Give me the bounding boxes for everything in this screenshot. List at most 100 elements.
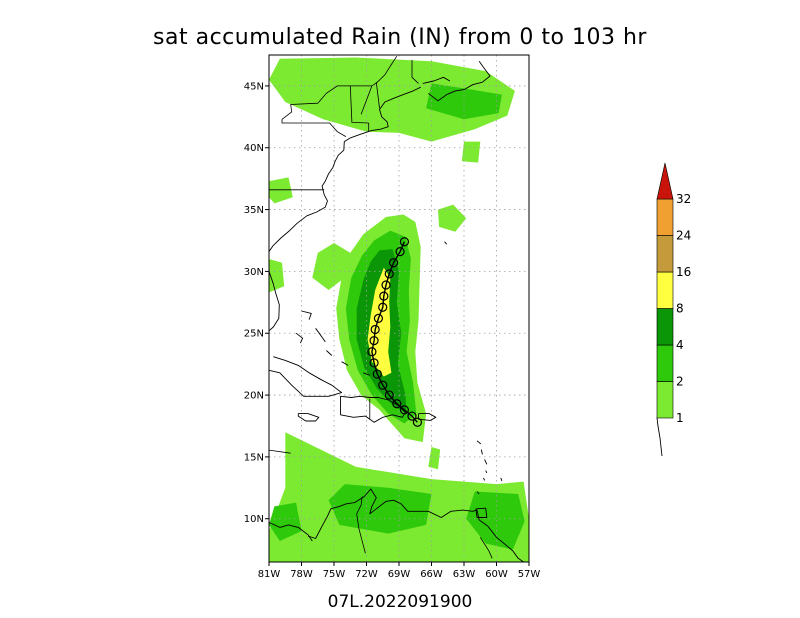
coastline	[475, 507, 488, 518]
coastline	[340, 395, 406, 423]
rain-region-15	[428, 447, 441, 470]
track-point	[379, 291, 389, 301]
coastline	[476, 440, 482, 445]
y-tick-label: 30N	[244, 267, 264, 278]
track-point	[367, 347, 377, 357]
colorbar-label: 1	[676, 411, 684, 425]
track-point	[381, 280, 391, 290]
track-point	[384, 390, 394, 400]
border-line	[356, 496, 366, 554]
x-axis-ticks: 81W 78W 75W 72W 69W 66W 63W 60W 57W	[258, 562, 541, 580]
x-tick-label: 75W	[323, 569, 346, 580]
y-tick-label: 20N	[244, 391, 264, 402]
coastline	[363, 372, 370, 376]
coastline	[444, 241, 448, 245]
track-point	[395, 247, 405, 257]
coastline	[341, 361, 349, 366]
coastline	[484, 459, 488, 465]
track-line	[371, 241, 418, 423]
track-point	[384, 269, 394, 279]
x-tick-label: 78W	[290, 569, 313, 580]
y-tick-label: 10N	[244, 514, 264, 525]
colorbar-label: 24	[676, 229, 691, 243]
y-tick-label: 25N	[244, 329, 264, 340]
rain-region-14	[269, 177, 293, 204]
x-tick-label: 66W	[420, 569, 443, 580]
coastline	[295, 332, 304, 344]
colorbar-label: 2	[676, 375, 684, 389]
y-tick-label: 35N	[244, 205, 264, 216]
colorbar-swatch	[656, 235, 674, 273]
coastline	[326, 350, 333, 356]
track-point	[392, 399, 402, 409]
y-tick-label: 45N	[244, 81, 264, 92]
coastline	[500, 477, 503, 482]
colorbar-label: 32	[676, 192, 691, 206]
coastline	[485, 470, 488, 474]
coastline	[301, 310, 312, 320]
colorbar-swatch	[656, 271, 674, 309]
border-line	[281, 55, 398, 120]
coastline	[269, 271, 280, 332]
lat-lon-grid	[269, 55, 529, 562]
coastlines	[269, 60, 524, 562]
coastline	[483, 477, 486, 481]
colorbar-swatch	[656, 198, 674, 236]
coastline	[269, 356, 343, 397]
border-line	[349, 85, 369, 124]
colorbar-swatch	[656, 381, 674, 419]
colorbar-tail	[656, 417, 663, 457]
track-point	[388, 258, 399, 268]
border-line	[360, 85, 373, 115]
x-tick-label: 72W	[355, 569, 378, 580]
x-tick-label: 57W	[518, 569, 541, 580]
colorbar-swatch	[656, 308, 674, 346]
run-identifier: 07L.2022091900	[328, 592, 473, 612]
rain-region-6	[466, 491, 525, 550]
track-point	[369, 336, 379, 346]
coastline	[476, 491, 480, 495]
border-line	[479, 537, 493, 559]
coastline	[307, 488, 524, 562]
track-point	[378, 302, 388, 312]
border-line	[281, 119, 347, 137]
track-point	[399, 237, 410, 247]
rain-region-13	[438, 204, 467, 232]
track-point	[370, 324, 380, 335]
rain-region-5	[328, 484, 432, 534]
colorbar-label: 16	[676, 265, 691, 279]
coastline	[315, 328, 326, 343]
rain-region-11	[269, 259, 285, 293]
storm-track	[367, 237, 423, 427]
y-tick-label: 40N	[244, 143, 264, 154]
rain-region-7	[269, 502, 302, 541]
track-point	[407, 411, 417, 421]
rain-region-12	[461, 141, 481, 163]
coastline	[297, 413, 320, 422]
x-tick-label: 69W	[388, 569, 411, 580]
chart-title: sat accumulated Rain (IN) from 0 to 103 …	[153, 25, 647, 50]
track-point	[369, 358, 379, 368]
rain-region-8	[269, 57, 515, 142]
y-axis-ticks: 10N 15N 20N 25N 30N 35N 40N 45N	[244, 81, 269, 525]
colorbar-top-arrow	[656, 162, 674, 200]
colorbar-swatch	[656, 344, 674, 382]
x-tick-label: 81W	[258, 569, 281, 580]
coastline	[422, 76, 451, 84]
y-tick-label: 15N	[244, 452, 264, 463]
coastline	[428, 60, 491, 102]
x-tick-label: 63W	[453, 569, 476, 580]
border-line	[411, 59, 419, 84]
track-point	[412, 417, 423, 427]
rain-region-10	[312, 243, 351, 290]
colorbar-label: 8	[676, 302, 684, 316]
track-point	[372, 369, 382, 379]
coastline	[480, 449, 483, 455]
track-point	[378, 380, 388, 390]
x-tick-label: 60W	[485, 569, 508, 580]
colorbar-label: 4	[676, 338, 684, 352]
border-line	[375, 82, 380, 109]
track-point	[373, 313, 384, 323]
